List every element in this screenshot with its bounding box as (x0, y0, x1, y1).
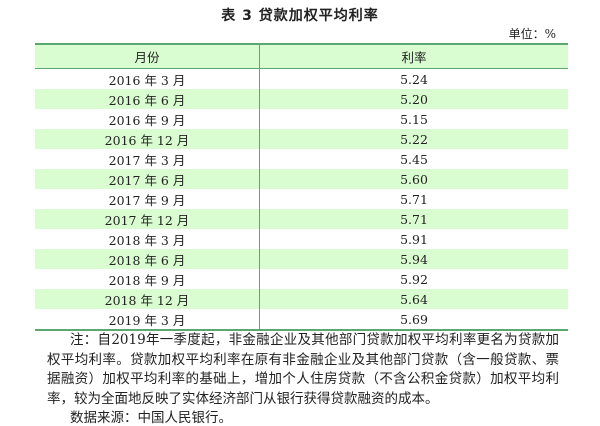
column-header-month: 月份 (35, 44, 260, 69)
month-cell: 2018 年 12 月 (35, 289, 260, 309)
table-title: 表 3 贷款加权平均利率 (221, 8, 379, 24)
rate-cell: 5.45 (400, 151, 428, 167)
month-cell: 2016 年 6 月 (35, 89, 260, 109)
table-row: 2016 年 12 月 5.22 (35, 129, 568, 149)
rate-cell: 5.92 (400, 271, 428, 287)
month-cell: 2016 年 12 月 (35, 129, 260, 149)
month-cell: 2018 年 6 月 (35, 249, 260, 269)
rate-cell: 5.69 (400, 311, 428, 327)
rate-cell: 5.60 (259, 169, 568, 189)
table-row: 2016 年 9 月 5.15 (35, 109, 568, 129)
table-row: 2017 年 9 月 5.71 (35, 189, 568, 209)
month-cell: 2017 年 12 月 (35, 209, 260, 229)
month-cell: 2019 年 3 月 (35, 309, 260, 330)
table-row: 2018 年 3 月 5.91 (35, 229, 568, 249)
interest-rate-table: 月份 利率 2016 年 3 月 5.24 2016 年 6 月 5.20 2016 年… (35, 43, 568, 331)
month-cell: 2018 年 3 月 (35, 229, 260, 249)
unit-label: 单位：% (508, 27, 556, 41)
rate-cell: 5.15 (400, 111, 428, 127)
column-header-rate: 利率 (259, 44, 568, 69)
month-cell: 2016 年 9 月 (35, 109, 260, 129)
table-row: 2017 年 6 月 5.60 (35, 169, 568, 189)
table-header-row: 月份 利率 (35, 44, 568, 69)
table-row: 2016 年 3 月 5.24 (35, 68, 568, 89)
table-row: 2018 年 9 月 5.92 (35, 269, 568, 289)
rate-cell: 5.20 (259, 89, 568, 109)
table-row: 2018 年 12 月 5.64 (35, 289, 568, 309)
data-source: 数据来源：中国人民银行。 (70, 410, 232, 426)
table-row: 2017 年 3 月 5.45 (35, 149, 568, 169)
month-cell: 2017 年 9 月 (35, 189, 260, 209)
rate-cell: 5.71 (259, 209, 568, 229)
rate-cell: 5.24 (400, 71, 428, 87)
month-cell: 2017 年 6 月 (35, 169, 260, 189)
rate-cell: 5.64 (259, 289, 568, 309)
table-row: 2016 年 6 月 5.20 (35, 89, 568, 109)
month-cell: 2018 年 9 月 (35, 269, 260, 289)
rate-cell: 5.91 (400, 231, 428, 247)
month-cell: 2016 年 3 月 (35, 68, 260, 89)
table-row: 2017 年 12 月 5.71 (35, 209, 568, 229)
table-row: 2018 年 6 月 5.94 (35, 249, 568, 269)
month-cell: 2017 年 3 月 (35, 149, 260, 169)
rate-cell: 5.22 (259, 129, 568, 149)
table-row: 2019 年 3 月 5.69 (35, 309, 568, 330)
rate-cell: 5.94 (259, 249, 568, 269)
rate-cell: 5.71 (400, 191, 428, 207)
table-note: 注：自2019年一季度起，非金融企业及其他部门贷款加权平均利率更名为贷款加权平均… (47, 332, 559, 407)
